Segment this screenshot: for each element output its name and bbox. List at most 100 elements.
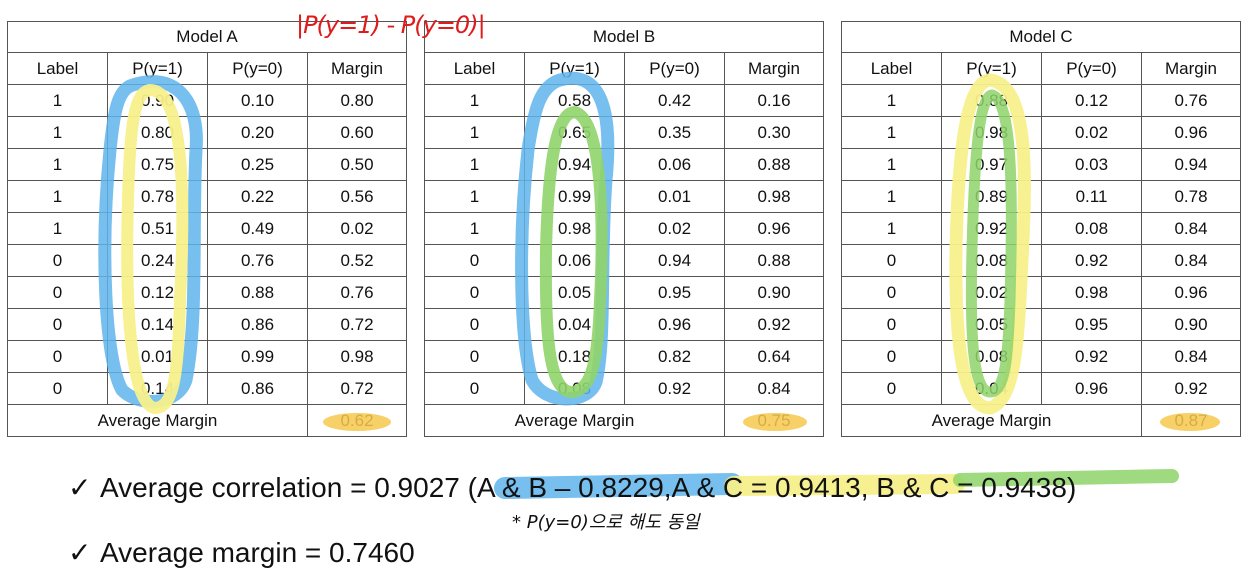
correlation-suffix: ) — [1066, 472, 1077, 503]
header-label: Label — [841, 52, 942, 85]
average-margin-summary: Average margin = 0.7460 — [100, 537, 415, 568]
checkmark-icon: ✓ — [68, 472, 92, 503]
cell-label: 0 — [841, 340, 942, 373]
average-margin-value: 0.62 — [307, 404, 407, 437]
cell-p1: 0.80 — [107, 116, 208, 149]
checkmark-icon: ✓ — [68, 537, 92, 568]
cell-p1: 0.18 — [524, 340, 625, 373]
cell-margin: 0.52 — [307, 244, 407, 277]
cell-label: 1 — [841, 116, 942, 149]
cell-label: 1 — [7, 180, 108, 213]
cell-label: 1 — [424, 148, 525, 181]
cell-margin: 0.84 — [1141, 212, 1241, 245]
cell-p1: 0.92 — [941, 212, 1042, 245]
cell-margin: 0.72 — [307, 372, 407, 405]
cell-p1: 0.01 — [107, 340, 208, 373]
cell-label: 0 — [424, 340, 525, 373]
cell-p1: 0.06 — [524, 244, 625, 277]
cell-p1: 0.90 — [107, 84, 208, 117]
cell-label: 0 — [841, 372, 942, 405]
table-title: Model B — [424, 21, 824, 53]
table-row: 1 0.65 0.35 0.30 — [424, 116, 824, 149]
cell-p0: 0.76 — [207, 244, 308, 277]
cell-p1: 0.97 — [941, 148, 1042, 181]
cell-margin: 0.88 — [724, 244, 824, 277]
cell-margin: 0.90 — [724, 276, 824, 309]
cell-label: 1 — [424, 116, 525, 149]
cell-p0: 0.02 — [1041, 116, 1142, 149]
pair-note-annotation: * P(y=0)으로 해도 동일 — [512, 512, 700, 533]
cell-label: 0 — [424, 372, 525, 405]
average-margin-label: Average Margin — [7, 404, 308, 437]
table-row: 1 0.75 0.25 0.50 — [7, 148, 407, 181]
cell-label: 0 — [7, 372, 108, 405]
cell-label: 1 — [424, 84, 525, 117]
cell-p0: 0.88 — [207, 276, 308, 309]
cell-p1: 0.08 — [524, 372, 625, 405]
cell-label: 0 — [7, 340, 108, 373]
cell-margin: 0.80 — [307, 84, 407, 117]
table-row: 0 0.12 0.88 0.76 — [7, 276, 407, 309]
table-row: 1 0.78 0.22 0.56 — [7, 180, 407, 213]
cell-p1: 0.65 — [524, 116, 625, 149]
cell-p1: 0.75 — [107, 148, 208, 181]
cell-margin: 0.98 — [724, 180, 824, 213]
cell-p0: 0.06 — [624, 148, 725, 181]
cell-label: 1 — [7, 212, 108, 245]
cell-p1: 0.24 — [107, 244, 208, 277]
cell-label: 0 — [841, 308, 942, 341]
cell-p0: 0.03 — [1041, 148, 1142, 181]
cell-label: 0 — [424, 244, 525, 277]
pair-separator: , — [860, 472, 877, 503]
cell-p0: 0.08 — [1041, 212, 1142, 245]
cell-margin: 0.64 — [724, 340, 824, 373]
cell-margin: 0.96 — [1141, 276, 1241, 309]
table-title: Model C — [841, 21, 1241, 53]
cell-p0: 0.99 — [207, 340, 308, 373]
pair-ab: A & B – 0.8229 — [476, 472, 664, 503]
cell-label: 0 — [7, 276, 108, 309]
model-c-table: Model C Label P(y=1) P(y=0) Margin 1 0.88… — [841, 21, 1241, 437]
pair-ac: A & C = 0.9413 — [671, 472, 861, 503]
cell-p0: 0.10 — [207, 84, 308, 117]
correlation-prefix: Average correlation = 0.9027 ( — [100, 472, 477, 503]
cell-p0: 0.95 — [624, 276, 725, 309]
cell-p0: 0.01 — [624, 180, 725, 213]
cell-p0: 0.11 — [1041, 180, 1142, 213]
pair-separator: , — [663, 472, 672, 503]
cell-p1: 0.08 — [941, 244, 1042, 277]
table-row: 1 0.89 0.11 0.78 — [841, 180, 1241, 213]
cell-p0: 0.02 — [624, 212, 725, 245]
average-margin-label: Average Margin — [424, 404, 725, 437]
cell-margin: 0.76 — [307, 276, 407, 309]
cell-p0: 0.42 — [624, 84, 725, 117]
cell-p0: 0.22 — [207, 180, 308, 213]
cell-margin: 0.16 — [724, 84, 824, 117]
cell-p0: 0.96 — [624, 308, 725, 341]
cell-p1: 0.99 — [524, 180, 625, 213]
table-row: 0 0.04 0.96 0.92 — [841, 372, 1241, 405]
cell-margin: 0.84 — [1141, 340, 1241, 373]
cell-p0: 0.92 — [624, 372, 725, 405]
table-title: Model A — [7, 21, 407, 53]
cell-p0: 0.92 — [1041, 340, 1142, 373]
cell-p1: 0.98 — [524, 212, 625, 245]
cell-p0: 0.98 — [1041, 276, 1142, 309]
cell-p0: 0.92 — [1041, 244, 1142, 277]
table-row: 1 0.58 0.42 0.16 — [424, 84, 824, 117]
header-p1: P(y=1) — [524, 52, 625, 85]
table-row: 1 0.98 0.02 0.96 — [424, 212, 824, 245]
table-row: 1 0.51 0.49 0.02 — [7, 212, 407, 245]
table-row: 0 0.08 0.92 0.84 — [424, 372, 824, 405]
header-p1: P(y=1) — [107, 52, 208, 85]
cell-p1: 0.14 — [107, 308, 208, 341]
average-margin-value: 0.75 — [724, 404, 824, 437]
table-row: 1 0.90 0.10 0.80 — [7, 84, 407, 117]
cell-margin: 0.98 — [307, 340, 407, 373]
cell-margin: 0.88 — [724, 148, 824, 181]
table-row: 0 0.08 0.92 0.84 — [841, 244, 1241, 277]
table-row: 1 0.97 0.03 0.94 — [841, 148, 1241, 181]
table-row: 1 0.99 0.01 0.98 — [424, 180, 824, 213]
cell-label: 1 — [841, 180, 942, 213]
table-row: 1 0.88 0.12 0.76 — [841, 84, 1241, 117]
